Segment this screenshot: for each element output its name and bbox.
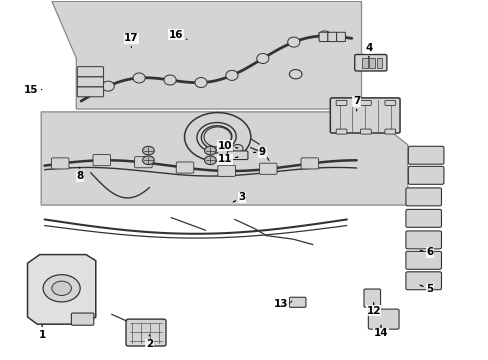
FancyBboxPatch shape xyxy=(405,272,441,290)
Ellipse shape xyxy=(256,54,268,63)
FancyBboxPatch shape xyxy=(335,129,346,134)
Text: 7: 7 xyxy=(352,96,360,111)
Polygon shape xyxy=(41,112,407,205)
FancyBboxPatch shape xyxy=(327,32,336,41)
FancyBboxPatch shape xyxy=(368,58,374,68)
Ellipse shape xyxy=(163,75,176,85)
FancyBboxPatch shape xyxy=(384,100,395,105)
FancyBboxPatch shape xyxy=(363,289,380,307)
FancyBboxPatch shape xyxy=(405,188,441,206)
FancyBboxPatch shape xyxy=(217,165,235,176)
FancyBboxPatch shape xyxy=(51,158,69,169)
Circle shape xyxy=(232,144,243,152)
Text: 14: 14 xyxy=(373,325,387,338)
FancyBboxPatch shape xyxy=(405,210,441,227)
FancyBboxPatch shape xyxy=(77,87,103,97)
Ellipse shape xyxy=(318,31,330,41)
Text: 16: 16 xyxy=(169,30,186,40)
FancyBboxPatch shape xyxy=(367,309,398,329)
Text: 12: 12 xyxy=(366,303,380,316)
Circle shape xyxy=(204,156,216,165)
Ellipse shape xyxy=(225,70,238,80)
Circle shape xyxy=(142,146,154,155)
Circle shape xyxy=(43,275,80,302)
FancyBboxPatch shape xyxy=(407,146,443,164)
Text: 11: 11 xyxy=(217,154,237,164)
FancyBboxPatch shape xyxy=(405,251,441,269)
FancyBboxPatch shape xyxy=(360,129,370,134)
Circle shape xyxy=(142,156,154,165)
FancyBboxPatch shape xyxy=(330,98,399,133)
FancyBboxPatch shape xyxy=(376,58,382,68)
Ellipse shape xyxy=(102,81,114,91)
FancyBboxPatch shape xyxy=(354,54,386,71)
Ellipse shape xyxy=(287,37,299,47)
FancyBboxPatch shape xyxy=(259,163,276,174)
Text: 17: 17 xyxy=(124,33,139,47)
FancyBboxPatch shape xyxy=(126,319,165,346)
Text: 9: 9 xyxy=(253,147,265,157)
FancyBboxPatch shape xyxy=(407,166,443,184)
Text: 3: 3 xyxy=(233,192,245,202)
FancyBboxPatch shape xyxy=(227,151,247,159)
Text: 1: 1 xyxy=(39,325,46,340)
FancyBboxPatch shape xyxy=(77,77,103,87)
Polygon shape xyxy=(27,255,96,324)
Text: 15: 15 xyxy=(23,85,41,95)
Circle shape xyxy=(204,146,216,155)
Ellipse shape xyxy=(195,77,207,87)
FancyBboxPatch shape xyxy=(301,158,318,169)
FancyBboxPatch shape xyxy=(77,67,103,77)
FancyBboxPatch shape xyxy=(319,32,327,41)
Circle shape xyxy=(203,127,231,147)
FancyBboxPatch shape xyxy=(176,162,193,173)
Text: 4: 4 xyxy=(365,43,372,58)
FancyBboxPatch shape xyxy=(360,100,370,105)
Text: 13: 13 xyxy=(273,299,291,309)
Ellipse shape xyxy=(133,73,145,83)
Text: 10: 10 xyxy=(217,141,237,151)
FancyBboxPatch shape xyxy=(289,297,305,307)
FancyBboxPatch shape xyxy=(361,58,367,68)
Text: 6: 6 xyxy=(420,247,432,257)
FancyBboxPatch shape xyxy=(384,129,395,134)
Polygon shape xyxy=(52,1,361,109)
FancyBboxPatch shape xyxy=(71,313,94,325)
Text: 5: 5 xyxy=(419,284,432,294)
FancyBboxPatch shape xyxy=(405,231,441,249)
FancyBboxPatch shape xyxy=(335,100,346,105)
FancyBboxPatch shape xyxy=(336,32,345,41)
Text: 2: 2 xyxy=(145,335,153,349)
FancyBboxPatch shape xyxy=(93,154,110,166)
Text: 8: 8 xyxy=(76,167,83,181)
Circle shape xyxy=(289,69,302,79)
Circle shape xyxy=(52,281,71,296)
FancyBboxPatch shape xyxy=(134,157,152,168)
